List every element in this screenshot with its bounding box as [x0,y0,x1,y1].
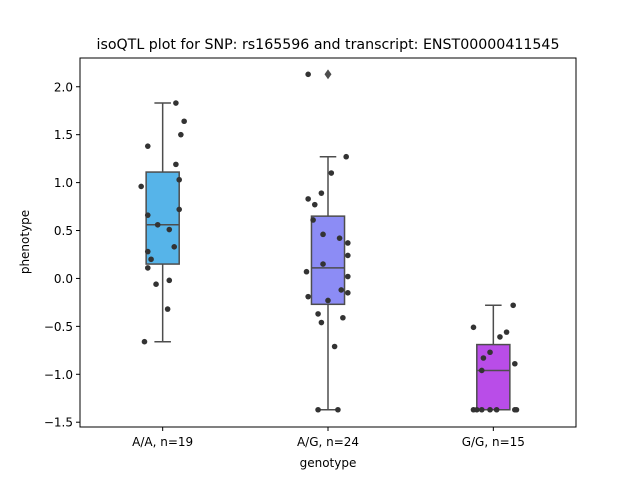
y-tick-label: 1.5 [54,128,73,142]
y-tick-label: 2.0 [54,80,73,94]
outlier-marker [324,69,332,80]
data-point [493,406,500,413]
y-axis: −1.5 −1.0 −0.5 0.0 0.5 1.0 1.5 2.0 [44,80,80,430]
data-point [144,265,151,271]
data-point [487,349,493,356]
y-tick-label: −1.0 [44,368,73,382]
data-point [310,217,316,223]
data-point [480,355,487,361]
data-point [345,240,351,246]
x-axis: A/A, n=19 A/G, n=24 G/G, n=15 [132,427,525,449]
data-point [335,406,341,413]
data-point [173,161,179,168]
data-point [305,293,311,300]
data-point [305,196,311,202]
data-point [166,277,173,284]
data-point [331,343,338,350]
data-point [345,273,351,280]
data-point [474,406,480,413]
y-tick-label: −0.5 [44,320,73,334]
data-point [154,221,161,228]
data-point [338,287,345,293]
data-point [176,206,182,213]
data-point [478,367,485,374]
data-point [497,334,503,340]
points-group-2 [303,71,351,413]
data-point [164,306,171,312]
data-point [336,235,343,241]
data-point [178,131,184,138]
data-point [141,338,148,345]
data-point [144,212,151,218]
data-point [478,406,485,413]
data-point [171,244,178,250]
x-tick-label: A/A, n=19 [132,435,193,449]
data-point [153,281,159,287]
data-point [166,226,173,233]
plot-area [138,69,520,413]
data-point [325,297,331,304]
chart-title: isoQTL plot for SNP: rs165596 and transc… [97,37,560,53]
data-point [328,170,335,176]
points-group-3 [470,302,520,413]
data-point [343,153,349,160]
points-group-1 [138,100,187,345]
data-point [345,290,351,296]
x-axis-label: genotype [300,456,357,470]
data-point [470,324,477,331]
data-point [318,190,325,196]
data-point [148,256,154,263]
data-point [305,71,311,78]
x-tick-label: G/G, n=15 [462,435,525,449]
y-tick-label: 0.0 [54,272,73,286]
data-point [315,406,321,413]
data-point [320,231,326,238]
data-point [340,314,346,321]
y-tick-label: 1.0 [54,176,73,190]
data-point [181,118,187,125]
data-point [487,406,493,413]
y-tick-label: 0.5 [54,224,73,238]
data-point [510,302,516,309]
data-point [311,201,318,208]
box-group-1 [145,102,180,343]
iqr-box [145,171,180,265]
data-point [318,319,325,326]
data-point [512,360,518,367]
data-point [320,261,326,267]
x-tick-label: A/G, n=24 [297,435,359,449]
data-point [503,329,510,335]
data-point [176,176,182,183]
data-point [144,248,151,255]
data-point [345,252,351,259]
data-point [138,183,144,190]
iqr-box [476,343,511,411]
data-point [173,100,179,106]
y-tick-label: −1.5 [44,416,73,430]
data-point [303,268,310,275]
data-point [144,143,151,149]
data-point [513,406,520,413]
y-axis-label: phenotype [18,210,32,274]
data-point [315,311,321,317]
